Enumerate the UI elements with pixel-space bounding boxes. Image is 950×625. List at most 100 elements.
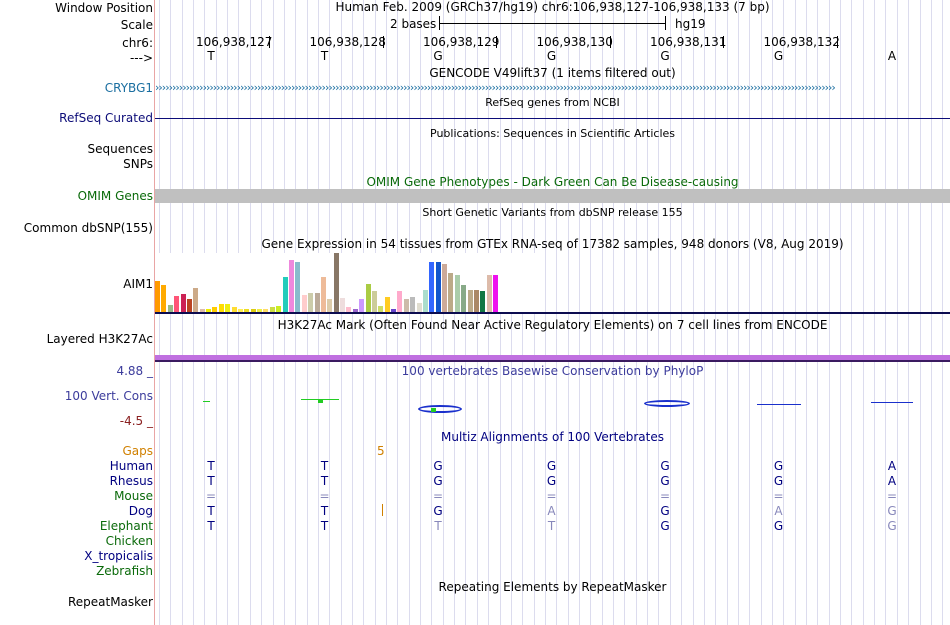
position-title[interactable]: Human Feb. 2009 (GRCh37/hg19) chr6:106,9…	[335, 0, 770, 14]
gtex-tissue-bar[interactable]	[371, 290, 377, 312]
gtex-tissue-bar[interactable]	[448, 273, 454, 312]
gtex-tissue-bar[interactable]	[461, 285, 467, 312]
scale-bar	[439, 16, 666, 30]
gtex-tissue-bar[interactable]	[206, 309, 212, 312]
gtex-tissue-bar[interactable]	[365, 283, 371, 312]
alignment-base: =	[659, 489, 671, 503]
alignment-base: G	[433, 459, 443, 473]
gtex-tissue-bar[interactable]	[186, 299, 192, 312]
alignment-base: G	[660, 459, 670, 473]
gtex-tissue-bar[interactable]	[384, 297, 390, 312]
publications-label-sequences[interactable]: Sequences	[87, 142, 153, 156]
gtex-tissue-bar[interactable]	[410, 296, 416, 312]
gtex-tissue-bar[interactable]	[218, 303, 224, 312]
gtex-tissue-bar[interactable]	[493, 275, 499, 312]
gtex-tissue-bar[interactable]	[474, 289, 479, 312]
species-label[interactable]: X_tropicalis	[84, 549, 153, 563]
window-position-label: Window Position	[55, 1, 153, 15]
gtex-tissue-bar[interactable]	[422, 289, 428, 312]
gtex-tissue-bar[interactable]	[161, 285, 167, 312]
omim-feature-bar[interactable]	[155, 189, 950, 203]
repeatmasker-label[interactable]: RepeatMasker	[67, 595, 153, 609]
gtex-tissue-bar[interactable]	[212, 307, 218, 312]
strand-arrow-label: --->	[129, 51, 153, 65]
gtex-tissue-bar[interactable]	[403, 299, 409, 312]
gtex-tissue-bar[interactable]	[269, 307, 275, 312]
gtex-tissue-bar[interactable]	[327, 299, 333, 312]
species-label[interactable]: Dog	[128, 504, 153, 518]
gtex-tissue-bar[interactable]	[359, 299, 365, 312]
publications-track-title: Publications: Sequences in Scientific Ar…	[430, 127, 675, 140]
gtex-tissue-bar[interactable]	[378, 305, 384, 312]
h3k27ac-signal[interactable]	[155, 355, 950, 360]
h3k27ac-label[interactable]: Layered H3K27Ac	[46, 332, 153, 346]
omim-track-title: OMIM Gene Phenotypes - Dark Green Can Be…	[366, 175, 739, 189]
alignment-base: T	[320, 519, 329, 533]
gaps-label[interactable]: Gaps	[122, 444, 153, 458]
gtex-expression-chart[interactable]	[155, 253, 535, 312]
gtex-tissue-bar[interactable]	[467, 289, 473, 312]
species-label[interactable]: Rhesus	[109, 474, 153, 488]
dbsnp-label[interactable]: Common dbSNP(155)	[23, 221, 153, 235]
scale-label: Scale	[120, 18, 153, 32]
alignment-base: =	[319, 489, 330, 503]
alignment-base: =	[773, 489, 784, 503]
species-label[interactable]: Chicken	[105, 534, 153, 548]
gtex-gene-label[interactable]: AIM1	[123, 277, 153, 291]
species-label[interactable]: Zebrafish	[96, 564, 153, 578]
alignment-base: =	[546, 489, 557, 503]
alignment-base: =	[432, 489, 444, 503]
gtex-tissue-bar[interactable]	[263, 309, 269, 312]
gtex-track-title: Gene Expression in 54 tissues from GTEx …	[261, 237, 844, 251]
phylop-label[interactable]: 100 Vert. Cons	[64, 389, 153, 403]
omim-genes-label[interactable]: OMIM Genes	[77, 189, 153, 203]
gtex-tissue-bar[interactable]	[231, 307, 237, 312]
gtex-tissue-bar[interactable]	[282, 276, 288, 312]
gene-label-crybg1[interactable]: CRYBG1	[104, 81, 153, 95]
gtex-tissue-bar[interactable]	[237, 309, 243, 312]
coordinate-label: 106,938,129	[423, 35, 500, 49]
gtex-tissue-bar[interactable]	[225, 303, 231, 312]
base-letter: G	[660, 49, 670, 63]
refseq-gene-line[interactable]	[155, 118, 950, 119]
gtex-tissue-bar[interactable]	[314, 292, 320, 312]
species-label[interactable]: Human	[109, 459, 153, 473]
gtex-tissue-bar[interactable]	[199, 309, 205, 312]
gtex-tissue-bar[interactable]	[180, 294, 186, 312]
gtex-tissue-bar[interactable]	[193, 288, 199, 312]
gtex-tissue-bar[interactable]	[320, 276, 326, 312]
gtex-tissue-bar[interactable]	[391, 309, 397, 312]
publications-label-snps[interactable]: SNPs	[123, 157, 153, 171]
gtex-tissue-bar[interactable]	[295, 262, 301, 312]
assembly-label: hg19	[675, 17, 706, 31]
gtex-tissue-bar[interactable]	[244, 309, 250, 312]
gtex-tissue-bar[interactable]	[435, 261, 441, 312]
gtex-tissue-bar[interactable]	[340, 297, 346, 312]
gtex-tissue-bar[interactable]	[257, 309, 263, 312]
gtex-tissue-bar[interactable]	[174, 296, 180, 312]
gtex-tissue-bar[interactable]	[288, 260, 294, 312]
gtex-tissue-bar[interactable]	[442, 263, 448, 312]
species-label[interactable]: Elephant	[99, 519, 153, 533]
alignment-base: T	[320, 504, 329, 518]
refseq-curated-label[interactable]: RefSeq Curated	[59, 111, 153, 125]
gtex-tissue-bar[interactable]	[346, 306, 352, 312]
gtex-tissue-bar[interactable]	[397, 290, 403, 312]
gtex-tissue-bar[interactable]	[333, 253, 339, 312]
gtex-tissue-bar[interactable]	[429, 261, 435, 312]
gtex-tissue-bar[interactable]	[416, 303, 422, 312]
gtex-tissue-bar[interactable]	[276, 306, 282, 312]
gtex-tissue-bar[interactable]	[454, 275, 460, 312]
coordinate-tick	[836, 36, 838, 48]
gtex-tissue-bar[interactable]	[480, 290, 486, 312]
gtex-tissue-bar[interactable]	[308, 292, 314, 312]
gtex-tissue-bar[interactable]	[250, 309, 256, 312]
gtex-tissue-bar[interactable]	[352, 309, 358, 312]
gencode-gene-feature[interactable]: ››››››››››››››››››››››››››››››››››››››››…	[155, 81, 836, 94]
refseq-track-title: RefSeq genes from NCBI	[485, 96, 620, 109]
species-label[interactable]: Mouse	[114, 489, 153, 503]
gtex-tissue-bar[interactable]	[155, 281, 160, 312]
gtex-tissue-bar[interactable]	[486, 275, 492, 312]
gtex-tissue-bar[interactable]	[301, 295, 307, 312]
gtex-tissue-bar[interactable]	[167, 304, 173, 312]
